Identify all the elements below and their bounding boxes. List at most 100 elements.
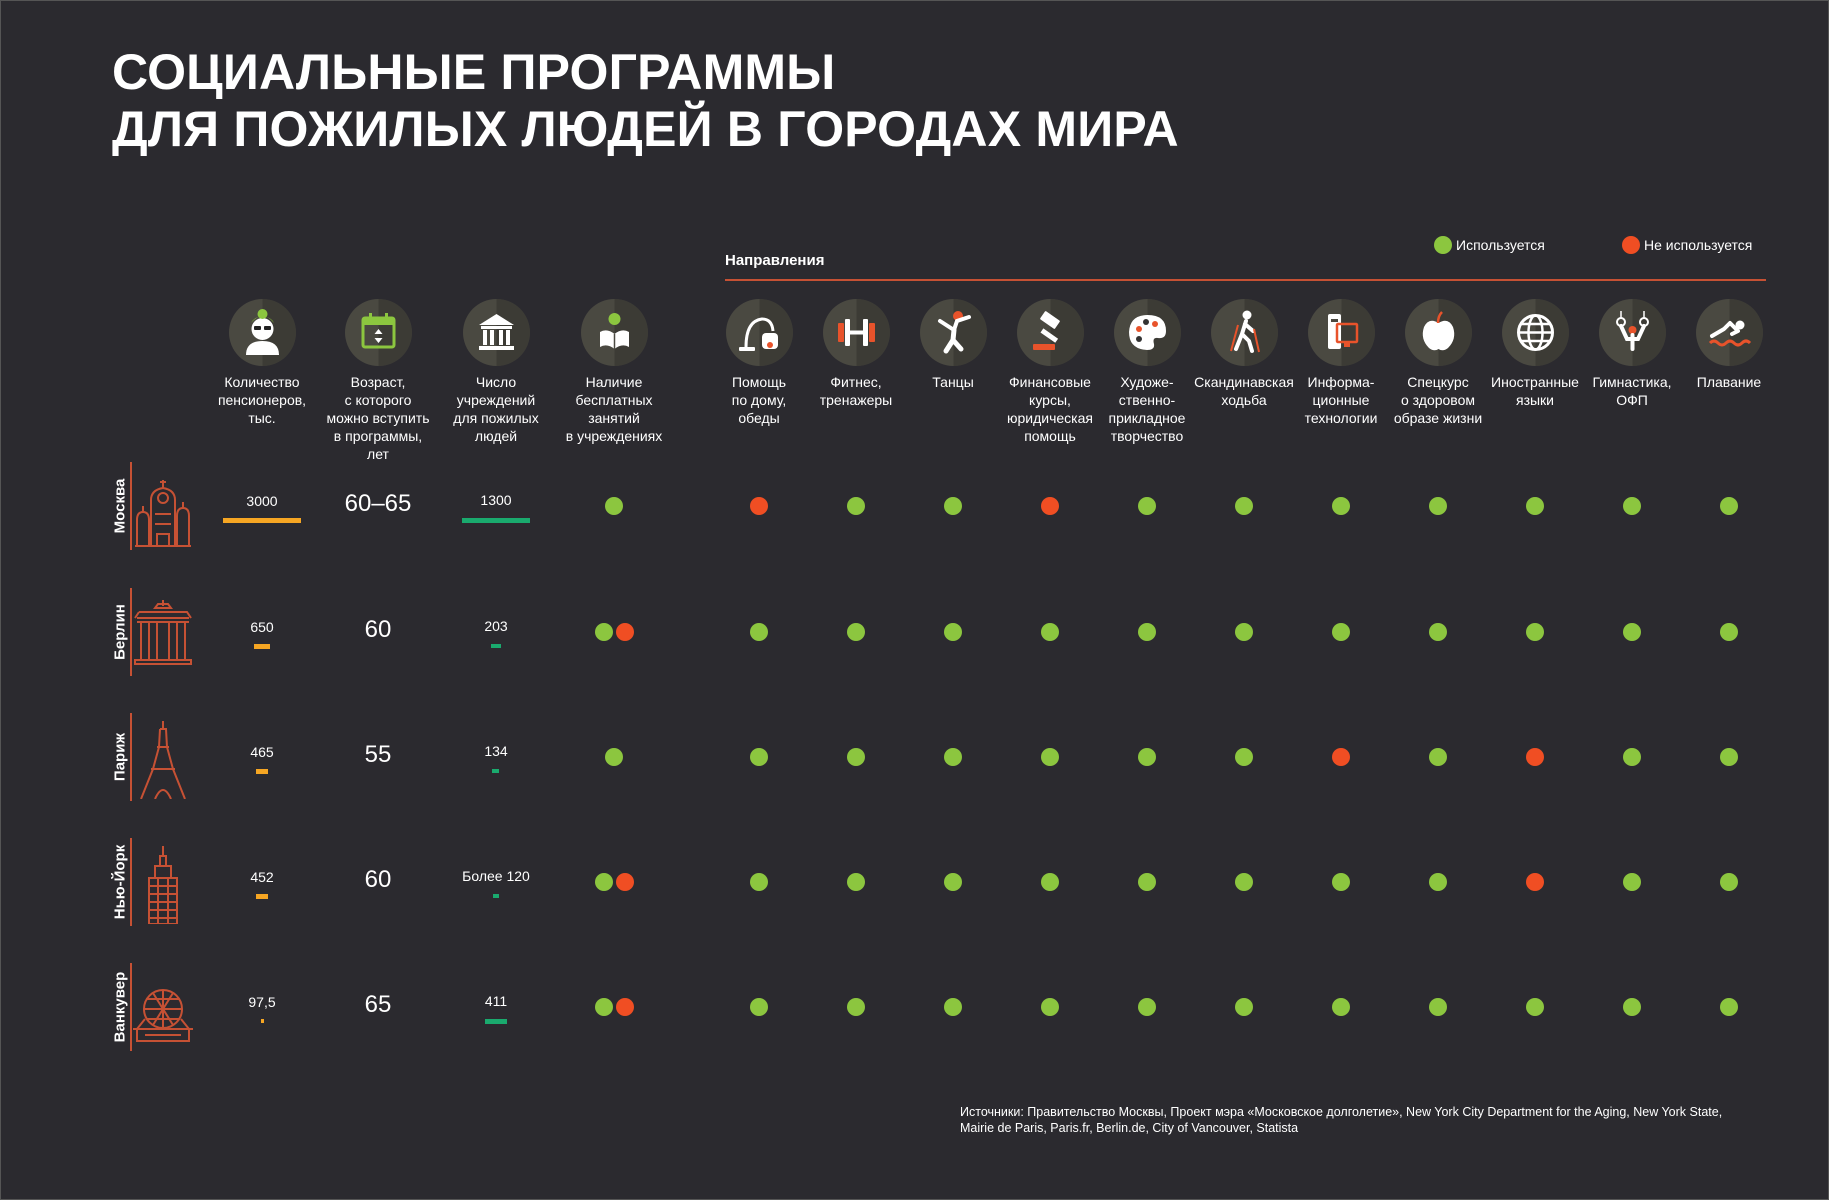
status-dot-used bbox=[1235, 748, 1253, 766]
gavel-icon bbox=[1016, 299, 1084, 366]
status-dot-used bbox=[1623, 748, 1641, 766]
status-dot-used bbox=[1332, 998, 1350, 1016]
status-dot-used bbox=[1526, 998, 1544, 1016]
status-dot-used bbox=[847, 873, 865, 891]
status-dot-used bbox=[1235, 497, 1253, 515]
column-header-label: Помощь по дому, обеды bbox=[731, 374, 787, 426]
sources-note: Источники: Правительство Москвы, Проект … bbox=[960, 1105, 1723, 1135]
status-dot-used bbox=[1720, 748, 1738, 766]
pensioners-bar bbox=[256, 894, 268, 899]
status-dot-not-used bbox=[1526, 748, 1544, 766]
vacuum-cleaner-icon bbox=[725, 299, 793, 366]
column-header: Наличие бесплатных занятий в учреждениях bbox=[559, 299, 669, 445]
institutions-value: 203 bbox=[484, 618, 508, 634]
swimmer-icon bbox=[1695, 299, 1763, 366]
legend-used: Используется bbox=[1434, 236, 1545, 254]
nordic-walking-icon bbox=[1210, 299, 1278, 366]
status-dot-used bbox=[1235, 873, 1253, 891]
institutions-value: 134 bbox=[484, 743, 508, 759]
status-dot-not-used bbox=[750, 497, 768, 515]
column-header: Гимнастика, ОФП bbox=[1577, 299, 1687, 409]
legend-not-used-label: Не используется bbox=[1644, 237, 1753, 253]
age-value: 65 bbox=[364, 991, 392, 1018]
column-header-label: Танцы bbox=[932, 374, 974, 390]
title-line-1: СОЦИАЛЬНЫЕ ПРОГРАММЫ bbox=[112, 44, 836, 100]
column-header: Количество пенсионеров, тыс. bbox=[207, 299, 317, 427]
pensioners-bar bbox=[260, 1019, 264, 1023]
institutions-bar bbox=[485, 1019, 507, 1024]
status-dot-not-used bbox=[1332, 748, 1350, 766]
column-header-label: Плавание bbox=[1696, 374, 1762, 390]
status-dot-not-used bbox=[615, 623, 634, 641]
status-dot-used bbox=[1332, 497, 1350, 515]
city-accent-bar bbox=[130, 838, 132, 926]
column-header-label: Иностранные языки bbox=[1491, 374, 1579, 408]
status-dot-used bbox=[1429, 873, 1447, 891]
pensioners-bar bbox=[255, 769, 269, 774]
reading-person-icon bbox=[580, 299, 648, 366]
status-dot-used bbox=[1041, 998, 1059, 1016]
city-name: Ванкувер bbox=[111, 971, 129, 1043]
status-dot-used bbox=[594, 623, 613, 641]
skyscraper-icon bbox=[133, 844, 193, 929]
column-header: Возраст, с которого можно вступить в про… bbox=[323, 299, 433, 463]
pensioners-bar bbox=[253, 644, 271, 649]
status-dot-used bbox=[1138, 998, 1156, 1016]
status-dot-used bbox=[1720, 497, 1738, 515]
pensioners-value: 465 bbox=[250, 744, 274, 760]
status-dot-used bbox=[1235, 623, 1253, 641]
globe-icon bbox=[1501, 299, 1569, 366]
status-dot-used bbox=[1429, 623, 1447, 641]
title-line-2: ДЛЯ ПОЖИЛЫХ ЛЮДЕЙ В ГОРОДАХ МИРА bbox=[112, 101, 1179, 157]
status-dot-used bbox=[605, 748, 623, 766]
column-header-label: Скандинавская ходьба bbox=[1194, 374, 1294, 408]
column-header-label: Информа- ционные технологии bbox=[1304, 374, 1378, 426]
column-header: Информа- ционные технологии bbox=[1286, 299, 1396, 427]
palette-icon bbox=[1113, 299, 1181, 366]
status-dot-used bbox=[750, 623, 768, 641]
column-header-label: Число учреждений для пожилых людей bbox=[453, 374, 539, 444]
column-header: Танцы bbox=[898, 299, 1008, 391]
status-dot-used bbox=[1429, 497, 1447, 515]
status-dot-used bbox=[1623, 998, 1641, 1016]
institutions-bar bbox=[492, 769, 500, 773]
institutions-value: Более 120 bbox=[462, 868, 530, 884]
column-header-label: Возраст, с которого можно вступить в про… bbox=[326, 374, 430, 462]
science-world-dome-icon bbox=[133, 969, 193, 1054]
status-dot-used bbox=[847, 497, 865, 515]
city-accent-bar bbox=[130, 588, 132, 676]
dumbbell-icon bbox=[822, 299, 890, 366]
directions-label: Направления bbox=[725, 252, 825, 269]
institutions-bar bbox=[492, 894, 500, 898]
age-value: 60 bbox=[364, 866, 392, 893]
status-dot-used bbox=[944, 873, 962, 891]
institutions-value: 411 bbox=[484, 993, 508, 1009]
pensioners-value: 650 bbox=[250, 619, 274, 635]
status-dot-used bbox=[1138, 497, 1156, 515]
status-dot-used bbox=[1041, 748, 1059, 766]
status-dot-used bbox=[944, 497, 962, 515]
status-dot-used bbox=[605, 497, 623, 515]
status-dot-used bbox=[1720, 998, 1738, 1016]
status-dot-used bbox=[1623, 623, 1641, 641]
status-dot-used bbox=[1720, 623, 1738, 641]
city-accent-bar bbox=[130, 713, 132, 801]
status-dot-used bbox=[1623, 873, 1641, 891]
city-name: Москва bbox=[111, 478, 129, 534]
pensioners-bar bbox=[223, 518, 301, 523]
column-header: Число учреждений для пожилых людей bbox=[441, 299, 551, 445]
column-header: Помощь по дому, обеды bbox=[704, 299, 814, 427]
institutions-value: 1300 bbox=[480, 492, 512, 508]
status-dot-used bbox=[750, 748, 768, 766]
computer-icon bbox=[1307, 299, 1375, 366]
page-title: СОЦИАЛЬНЫЕ ПРОГРАММЫ ДЛЯ ПОЖИЛЫХ ЛЮДЕЙ В… bbox=[112, 44, 1179, 158]
status-dot-used bbox=[750, 998, 768, 1016]
city-accent-bar bbox=[130, 963, 132, 1051]
column-header-label: Количество пенсионеров, тыс. bbox=[217, 374, 307, 426]
column-header-label: Финансовые курсы, юридическая помощь bbox=[1007, 374, 1093, 444]
age-value: 60 bbox=[364, 616, 392, 643]
status-dot-used bbox=[944, 998, 962, 1016]
status-dot-used bbox=[1429, 998, 1447, 1016]
status-dot-used bbox=[847, 998, 865, 1016]
